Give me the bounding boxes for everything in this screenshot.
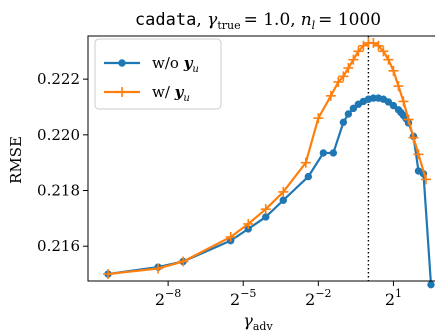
data-point bbox=[329, 149, 338, 157]
data-point bbox=[353, 46, 364, 57]
x-tick-label: 2−5 bbox=[230, 287, 256, 309]
x-tick-base: 2 bbox=[305, 290, 315, 309]
data-point bbox=[243, 218, 254, 229]
legend-label-wo-yu-text: w/o bbox=[152, 54, 184, 72]
series-line bbox=[107, 41, 428, 276]
x-tick-exponent: 1 bbox=[395, 287, 402, 300]
data-point bbox=[368, 37, 379, 48]
y-tick-label: 0.218 bbox=[37, 182, 80, 200]
legend-label-w-yu-bold: y bbox=[174, 83, 185, 101]
data-point bbox=[413, 149, 424, 160]
data-point bbox=[260, 204, 271, 215]
data-point bbox=[388, 65, 399, 76]
x-axis-label-sub: adv bbox=[253, 320, 274, 333]
data-point bbox=[344, 110, 353, 118]
data-point bbox=[343, 63, 354, 74]
legend-point bbox=[118, 59, 126, 67]
legend-label-w-yu-text: w/ bbox=[152, 83, 175, 101]
data-point bbox=[383, 54, 394, 65]
x-axis-label: γadv bbox=[243, 311, 273, 333]
data-point bbox=[325, 90, 336, 101]
legend-label-w-yu-sub: u bbox=[183, 93, 189, 104]
data-point bbox=[384, 98, 393, 106]
legend-label-wo-yu-bold: y bbox=[183, 54, 194, 72]
chart-title: cadata, γtrue = 1.0, nl = 1000 bbox=[135, 10, 381, 32]
x-tick-base: 2 bbox=[385, 290, 395, 309]
data-point bbox=[398, 96, 409, 107]
data-point bbox=[348, 54, 359, 65]
series-0 bbox=[104, 94, 435, 289]
data-point bbox=[389, 101, 398, 110]
legend-point bbox=[117, 87, 127, 97]
data-point bbox=[378, 46, 389, 57]
legend: w/o yu w/ yu bbox=[94, 38, 222, 110]
data-point bbox=[313, 113, 324, 124]
title-gamma-value: = 1.0, bbox=[244, 10, 296, 30]
data-point bbox=[319, 149, 328, 157]
title-gamma-sub: true bbox=[217, 19, 240, 32]
x-tick-exponent: −8 bbox=[165, 287, 181, 300]
data-point bbox=[279, 196, 287, 204]
title-nl-value: = 1000 bbox=[318, 10, 381, 30]
data-point bbox=[403, 114, 414, 125]
legend-label-wo-yu-sub: u bbox=[192, 64, 198, 75]
data-point bbox=[178, 256, 189, 267]
y-tick-label: 0.220 bbox=[37, 126, 80, 144]
x-tick-exponent: −2 bbox=[315, 287, 331, 300]
data-point bbox=[304, 172, 313, 181]
x-tick-exponent: −5 bbox=[240, 287, 256, 300]
data-point bbox=[358, 40, 369, 51]
x-tick-label: 2−8 bbox=[155, 287, 181, 309]
data-point bbox=[408, 132, 419, 143]
y-tick-label: 0.216 bbox=[37, 237, 80, 255]
data-point bbox=[420, 174, 431, 185]
data-point bbox=[225, 232, 236, 243]
legend-marker-w-yu bbox=[104, 87, 140, 97]
plot-frame bbox=[87, 35, 435, 282]
series-layer bbox=[103, 37, 435, 289]
legend-label-w-yu: w/ yu bbox=[152, 83, 190, 104]
x-tick-label: 2−2 bbox=[305, 287, 331, 309]
data-point bbox=[373, 40, 384, 51]
data-point bbox=[278, 186, 289, 197]
data-point bbox=[153, 263, 164, 274]
legend-marker-wo-yu bbox=[104, 59, 140, 67]
data-point bbox=[339, 118, 348, 127]
data-point bbox=[338, 71, 349, 82]
x-tick-label: 21 bbox=[385, 287, 402, 309]
title-nl-symbol: n bbox=[301, 10, 312, 30]
data-point bbox=[103, 269, 114, 280]
x-axis-label-symbol: γ bbox=[243, 311, 253, 330]
x-tick-base: 2 bbox=[230, 290, 240, 309]
y-axis-label: RMSE bbox=[7, 136, 25, 184]
legend-label-wo-yu: w/o yu bbox=[152, 54, 199, 75]
title-dataset: cadata bbox=[135, 10, 196, 30]
series-1 bbox=[103, 37, 431, 280]
title-nl-sub: l bbox=[312, 19, 316, 32]
data-point bbox=[300, 157, 311, 168]
data-point bbox=[333, 76, 344, 87]
data-point bbox=[393, 81, 404, 92]
y-tick-label: 0.222 bbox=[37, 70, 80, 88]
series-line bbox=[107, 96, 433, 285]
x-tick-base: 2 bbox=[155, 290, 165, 309]
data-point bbox=[262, 213, 270, 221]
title-gamma-symbol: γ bbox=[207, 10, 218, 30]
data-point bbox=[427, 280, 435, 289]
data-point bbox=[349, 104, 358, 113]
